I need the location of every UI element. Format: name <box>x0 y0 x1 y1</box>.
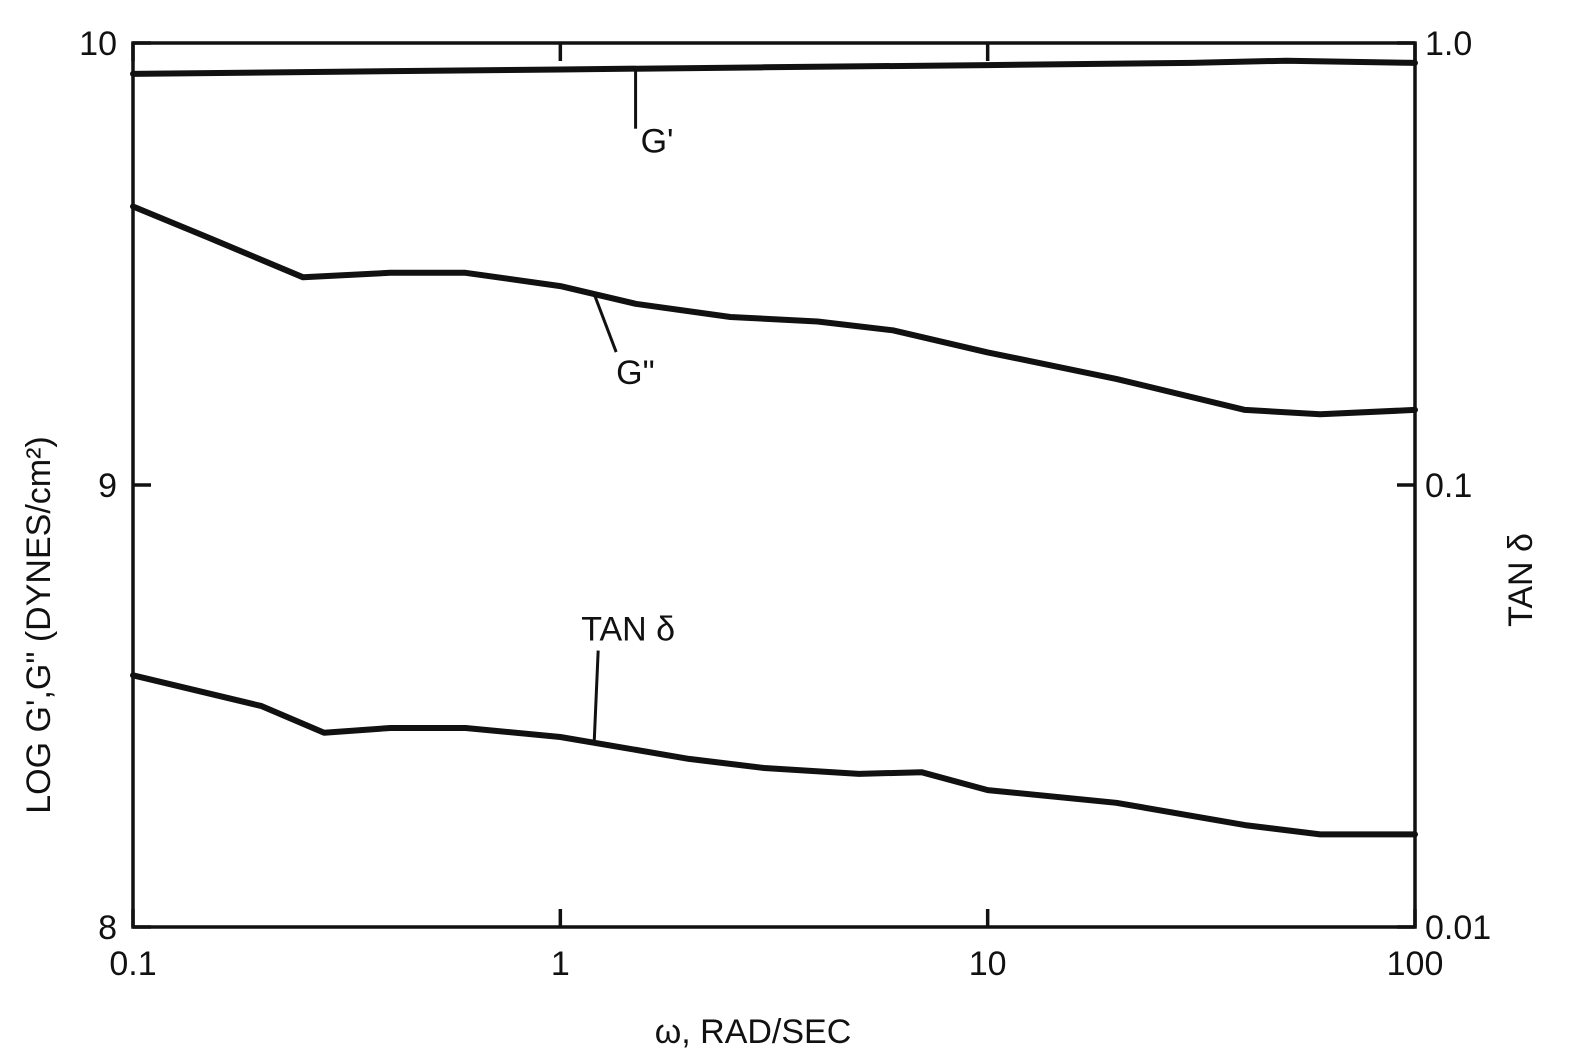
y-right-tick-label: 0.1 <box>1425 467 1472 505</box>
x-tick-label: 0.1 <box>109 945 156 983</box>
annotation-label-g: G' <box>641 123 674 161</box>
annotation-leader <box>592 650 600 743</box>
annotation-label-g: G" <box>616 354 655 392</box>
x-tick-label: 1 <box>551 945 570 983</box>
series-line-tan <box>130 672 1418 838</box>
x-tick-label: 100 <box>1387 945 1444 983</box>
plot-area-border <box>131 41 1417 929</box>
axis-labels: ω, RAD/SEC LOG G',G" (DYNES/cm²) TAN δ 0… <box>20 25 1540 1051</box>
x-tick-label: 10 <box>969 945 1007 983</box>
annotation-label-tan: TAN δ <box>581 611 675 649</box>
y-left-tick-label: 8 <box>98 909 117 947</box>
y-right-tick-label: 0.01 <box>1425 909 1491 947</box>
x-axis-title: ω, RAD/SEC <box>655 1013 852 1051</box>
y-left-tick-label: 10 <box>79 25 117 63</box>
series-lines <box>130 57 1418 838</box>
series-line-g <box>130 203 1418 418</box>
y-right-axis-title: TAN δ <box>1502 533 1540 627</box>
series-line-g <box>130 57 1418 77</box>
y-left-tick-label: 9 <box>98 467 117 505</box>
y-left-axis-title: LOG G',G" (DYNES/cm²) <box>20 436 58 813</box>
plot-frame <box>131 41 1417 929</box>
annotations: G' G" TAN δ <box>581 68 675 743</box>
y-right-tick-label: 1.0 <box>1425 25 1472 63</box>
axis-ticks <box>131 41 1417 929</box>
annotation-leader <box>592 293 618 353</box>
